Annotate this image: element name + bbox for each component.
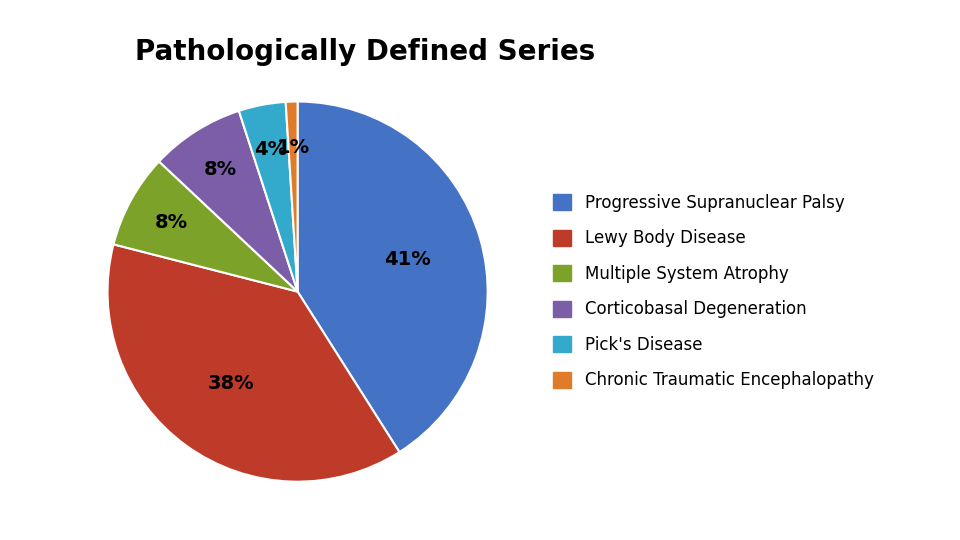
Text: 38%: 38% [207, 374, 253, 393]
Legend: Progressive Supranuclear Palsy, Lewy Body Disease, Multiple System Atrophy, Cort: Progressive Supranuclear Palsy, Lewy Bod… [553, 194, 874, 389]
Wedge shape [298, 102, 488, 452]
Wedge shape [108, 244, 399, 482]
Text: 4%: 4% [254, 140, 287, 159]
Wedge shape [113, 161, 298, 292]
Text: Pathologically Defined Series: Pathologically Defined Series [134, 38, 595, 66]
Wedge shape [239, 102, 298, 292]
Wedge shape [286, 102, 298, 292]
Text: 1%: 1% [276, 138, 310, 157]
Text: 41%: 41% [384, 250, 430, 269]
Text: 8%: 8% [204, 160, 237, 179]
Text: 8%: 8% [155, 213, 187, 232]
Wedge shape [159, 111, 298, 292]
